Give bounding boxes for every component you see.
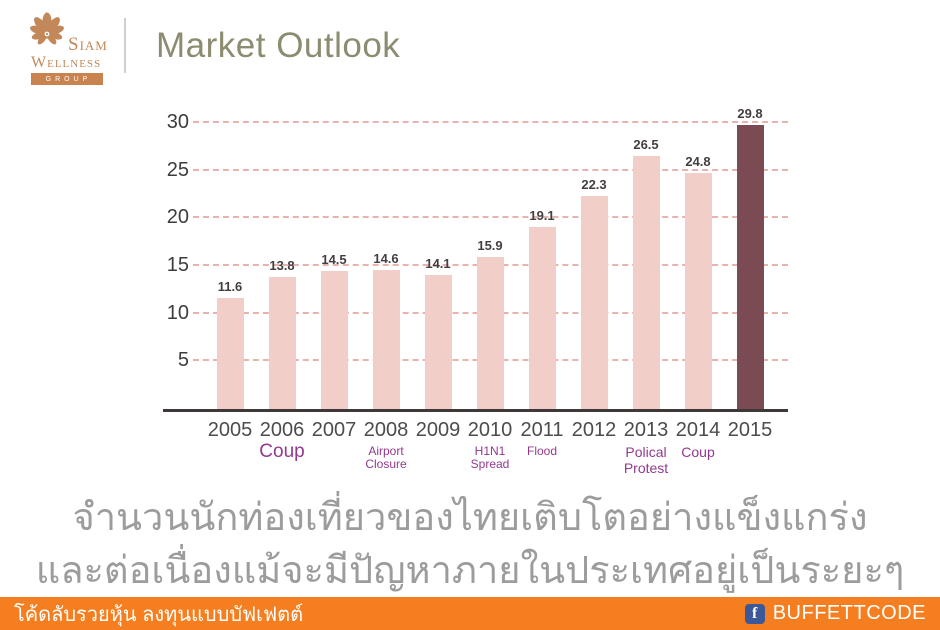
bar-2011 bbox=[528, 227, 556, 409]
event-annotation-2008: Airport Closure bbox=[365, 444, 407, 472]
y-tick-label-30: 30 bbox=[166, 111, 189, 133]
page-title: Market Outlook bbox=[156, 26, 401, 65]
bar-value-label-2007: 14.5 bbox=[321, 252, 347, 267]
x-tick-label-2011: 2011 bbox=[520, 419, 564, 441]
x-tick-label-2015: 2015 bbox=[727, 419, 773, 441]
bar-2012 bbox=[580, 196, 608, 409]
logo-text-siam: Siam bbox=[68, 34, 108, 55]
logo-text-group: GROUP bbox=[31, 73, 103, 85]
caption-line-1: จำนวนนักท่องเที่ยวของไทยเติบโตอย่างแข็งแ… bbox=[72, 497, 868, 539]
bar-value-label-2012: 22.3 bbox=[581, 177, 607, 192]
bar-2008 bbox=[372, 270, 400, 409]
y-tick-label-25: 25 bbox=[166, 159, 189, 181]
bar-value-label-2009: 14.1 bbox=[425, 256, 451, 271]
bar-chart: 5 10 15 20 25 30 11.6 2005 13.8 2006 14.5 2007 14.6 2… bbox=[163, 100, 788, 475]
x-tick-label-2008: 2008 bbox=[363, 419, 409, 441]
lotus-flower-icon bbox=[30, 12, 64, 45]
x-axis-line bbox=[163, 409, 788, 412]
y-tick-label-20: 20 bbox=[166, 206, 189, 228]
bar-value-label-2010: 15.9 bbox=[477, 238, 503, 253]
header-divider bbox=[124, 18, 126, 73]
logo-text-wellness: Wellness bbox=[31, 54, 102, 71]
gridline-20 bbox=[193, 216, 788, 218]
x-tick-label-2012: 2012 bbox=[571, 419, 617, 441]
bar-value-label-2011: 19.1 bbox=[529, 208, 555, 223]
event-annotation-2011: Flood bbox=[526, 444, 558, 458]
x-tick-label-2006: 2006 bbox=[259, 419, 305, 441]
x-tick-label-2010: 2010 bbox=[467, 419, 513, 441]
footer-brand-name: BUFFETTCODE bbox=[772, 602, 926, 624]
bar-value-label-2006: 13.8 bbox=[269, 258, 295, 273]
event-annotation-2013: Polical Protest bbox=[623, 444, 669, 476]
x-tick-label-2014: 2014 bbox=[675, 419, 721, 441]
bar-value-label-2013: 26.5 bbox=[633, 137, 659, 152]
y-tick-label-5: 5 bbox=[177, 349, 189, 371]
facebook-icon: f bbox=[744, 603, 765, 624]
gridline-30 bbox=[193, 121, 788, 123]
y-tick-label-15: 15 bbox=[166, 254, 189, 276]
bar-2014 bbox=[684, 173, 712, 409]
x-tick-label-2005: 2005 bbox=[207, 419, 253, 441]
bar-2015 bbox=[736, 125, 764, 409]
x-tick-label-2013: 2013 bbox=[623, 419, 669, 441]
bar-2005 bbox=[216, 298, 244, 409]
bar-2009 bbox=[424, 275, 452, 409]
siam-wellness-logo: Siam Wellness GROUP bbox=[24, 10, 124, 85]
bar-value-label-2015: 29.8 bbox=[737, 106, 763, 121]
event-annotation-2014: Coup bbox=[681, 444, 715, 460]
x-tick-label-2007: 2007 bbox=[311, 419, 357, 441]
bar-2010 bbox=[476, 257, 504, 409]
caption-line-2: และต่อเนื่องแม้จะมีปัญหาภายในประเทศอยู่เ… bbox=[35, 550, 905, 592]
event-annotation-2010: H1N1 Spread bbox=[470, 444, 510, 472]
bar-2007 bbox=[320, 271, 348, 409]
bar-value-label-2008: 14.6 bbox=[373, 251, 399, 266]
event-annotation-2006: Coup bbox=[259, 441, 305, 462]
x-tick-label-2009: 2009 bbox=[415, 419, 461, 441]
bar-2013 bbox=[632, 156, 660, 409]
footer-facebook-badge: f BUFFETTCODE bbox=[744, 602, 926, 625]
gridline-25 bbox=[193, 169, 788, 171]
y-tick-label-10: 10 bbox=[166, 302, 189, 324]
bar-value-label-2014: 24.8 bbox=[685, 154, 711, 169]
footer-tagline: โค้ดลับรวยหุ้น ลงทุนแบบบัฟเฟตต์ bbox=[14, 603, 304, 626]
bar-value-label-2005: 11.6 bbox=[217, 279, 243, 294]
footer-bar: โค้ดลับรวยหุ้น ลงทุนแบบบัฟเฟตต์ f BUFFET… bbox=[0, 597, 940, 630]
bar-2006 bbox=[268, 277, 296, 409]
